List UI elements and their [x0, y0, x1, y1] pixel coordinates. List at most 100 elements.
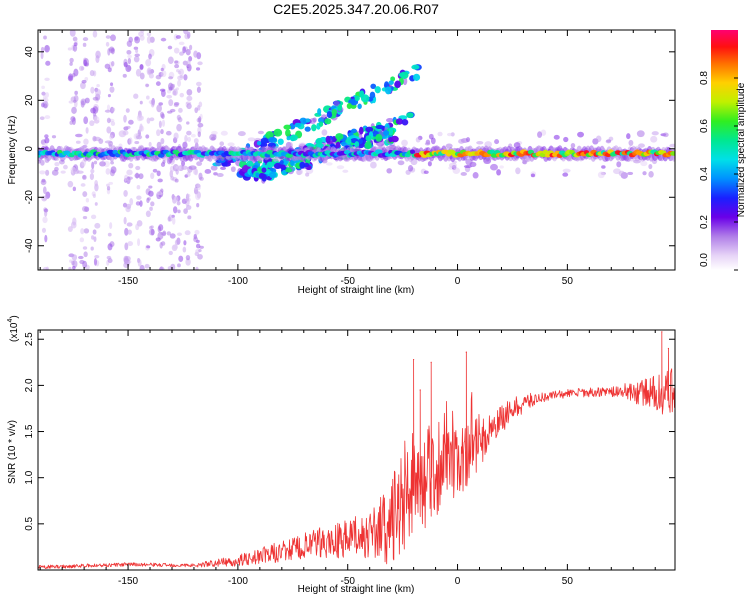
spec-streak-cell [146, 245, 151, 249]
spec-branch-cell [364, 141, 372, 150]
spec-streak-cell [171, 83, 175, 88]
spec-streak-cell [84, 97, 90, 104]
spec-streak-cell [95, 88, 101, 97]
spec-streak-cell [145, 210, 151, 218]
spec-streak-cell [94, 254, 100, 259]
spec-streak-cell [90, 107, 96, 114]
spec-streak-cell [82, 216, 88, 220]
spec-noise-cell [104, 140, 113, 144]
spec-branch-cell [326, 111, 333, 118]
spec-noise-cell [496, 169, 501, 176]
spec-streak-cell [194, 107, 199, 114]
spec-streak-cell [127, 65, 132, 71]
spec-streak-cell [155, 81, 161, 86]
spec-streak-cell [72, 44, 78, 52]
spec-branch-cell [325, 135, 331, 144]
snr-multiplier-exp: 4 [7, 319, 14, 323]
spec-streak-cell [160, 67, 164, 72]
snr-ticks: -150 -100 -50 0 50 0.5 1.0 1.5 2.0 2.5 [24, 330, 675, 587]
spec-streak-cell [68, 73, 73, 81]
spec-noise-cell [204, 168, 212, 174]
spec-noise-cell [105, 168, 111, 175]
spec-streak-cell [158, 224, 164, 231]
spec-streak-cell [139, 264, 145, 270]
spec-streak-cell [177, 79, 182, 87]
spec-streak-cell [122, 73, 127, 78]
spec-streak-cell [183, 74, 188, 81]
spec-noise-cell [597, 171, 605, 179]
spec-streak-cell [94, 222, 101, 229]
spec-streak-cell [135, 165, 141, 171]
spec-streak-cell [105, 41, 110, 47]
spec-branch-cell [294, 122, 302, 128]
spec-streak-cell [187, 136, 191, 143]
spec-streak-cell [189, 44, 193, 51]
spec-streak-cell [194, 229, 200, 235]
spec-streak-cell [161, 70, 167, 78]
spec-streak-cell [148, 190, 154, 197]
spec-noise-cell [211, 130, 218, 135]
spec-streak-cell [156, 170, 161, 177]
spec-streak-cell [197, 131, 201, 138]
spec-streak-cell [185, 255, 191, 261]
spec-noise-cell [476, 141, 484, 145]
spec-branch-cell [273, 128, 283, 137]
spec-streak-cell [127, 54, 132, 59]
spec-streak-cell [125, 125, 131, 129]
spec-noise-cell [75, 140, 81, 144]
spec-streak-cell [134, 141, 140, 145]
spec-noise-cell [642, 171, 647, 176]
spec-streak-cell [127, 241, 134, 247]
figure-title: C2E5.2025.347.20.06.R07 [273, 1, 439, 17]
spec-streak-cell [174, 239, 179, 246]
spec-streak-cell [44, 134, 49, 139]
spec-streak-cell [109, 222, 113, 229]
spec-branch-cell [258, 172, 265, 179]
spec-streak-cell [91, 161, 95, 170]
spec-streak-cell [83, 251, 88, 258]
spec-streak-cell [67, 47, 72, 51]
spec-streak-cell [137, 238, 141, 247]
spec-noise-cell [515, 167, 521, 175]
spec-streak-cell [137, 259, 142, 267]
snr-marks [38, 331, 675, 569]
spec-streak-cell [186, 130, 192, 136]
colorbar: 0.0 0.2 0.4 0.6 0.8 Normalized spectral ampl… [699, 30, 747, 271]
spec-streak-cell [42, 186, 47, 194]
spec-streak-cell [43, 35, 47, 40]
spec-streak-cell [106, 126, 112, 134]
spec-streak-cell [126, 222, 133, 227]
spec-streak-cell [199, 176, 204, 181]
spec-streak-cell [195, 243, 201, 249]
spec-noise-cell [60, 170, 66, 174]
spec-streak-cell [139, 64, 144, 71]
spec-streak-cell [90, 168, 95, 174]
spec-streak-cell [82, 42, 87, 47]
spec-streak-cell [176, 123, 182, 132]
spec-noise-cell [401, 139, 408, 147]
spec-streak-cell [177, 263, 181, 268]
spec-streak-cell [80, 183, 86, 187]
spec-streak-cell [123, 114, 127, 123]
spec-streak-cell [67, 226, 73, 232]
spec-branch-cell [346, 137, 352, 145]
spec-branch-cell [398, 72, 406, 77]
spec-streak-cell [179, 92, 185, 98]
spec-streak-cell [106, 117, 111, 124]
snr-xtick-label: -150 [118, 576, 138, 587]
spec-streak-cell [193, 236, 199, 243]
spec-streak-cell [124, 227, 129, 236]
spec-noise-cell [636, 130, 645, 138]
spec-branch-cell [384, 86, 392, 95]
spec-streak-cell [44, 234, 48, 243]
spec-streak-cell [160, 137, 165, 145]
spec-branch-cell [370, 83, 377, 89]
spec-streak-cell [126, 49, 132, 55]
spec-streak-cell [172, 217, 176, 225]
snr-xtick-label: -50 [340, 576, 355, 587]
snr-series-line [38, 331, 675, 569]
spec-streak-cell [148, 53, 152, 60]
spec-xtick-label: -100 [228, 276, 248, 287]
spec-streak-cell [110, 121, 116, 126]
spec-noise-cell [397, 160, 405, 166]
